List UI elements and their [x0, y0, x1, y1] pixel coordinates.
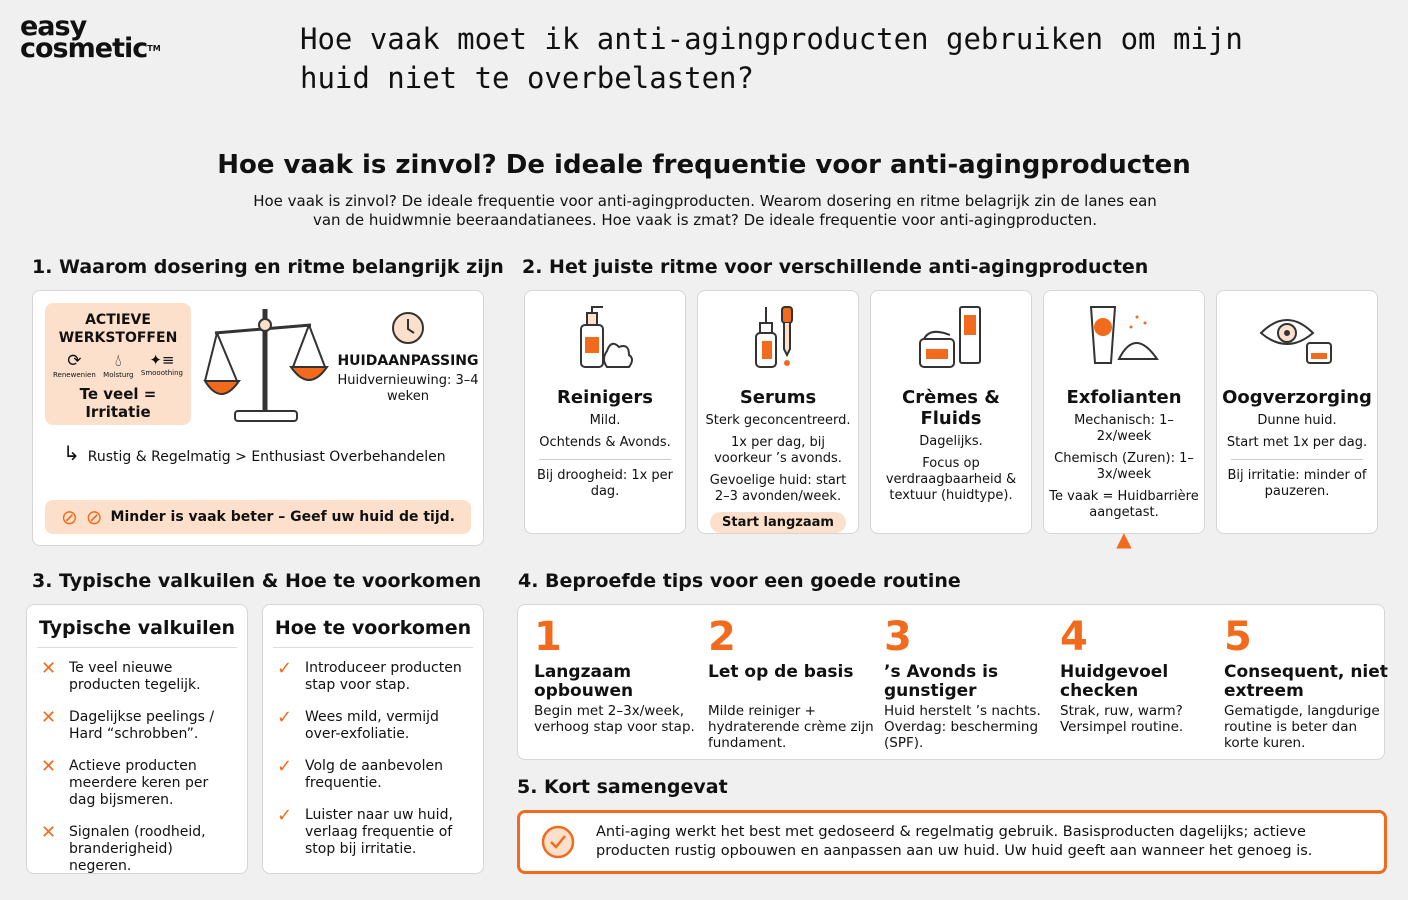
tip-item: 3’s Avonds is gunstiger Huid herstelt ’s … — [884, 614, 1041, 751]
list-item: ✓ Luister naar uw huid, verlaag frequenti… — [277, 805, 453, 858]
cleanser-bottle-icon — [580, 306, 633, 368]
cross-icon: ✕ — [41, 707, 57, 728]
tip-banner: ⊘ ⊘ Minder is vaak beter – Geef uw huid … — [45, 500, 471, 534]
product-text: Mechanisch: 1–2x/week — [1074, 413, 1174, 444]
product-card: Serums Sterk geconcentreerd. 1x per dag, b… — [697, 290, 859, 534]
product-name: Oogverzorging — [1222, 387, 1372, 408]
product-card: Oogverzorging Dunne huid. Start met 1x per… — [1216, 290, 1378, 534]
tip-item: 5 Consequent, niet extreem Gematigde, lang… — [1224, 614, 1388, 751]
arrow-icon: ↳ — [63, 441, 80, 465]
check-circle-icon — [541, 825, 575, 859]
product-text: Dunne huid. — [1257, 413, 1337, 428]
tip-item: 4 Huidgevoel checken Strak, ruw, warm? Ver… — [1060, 614, 1184, 735]
list-item: ✕ Signalen (roodheid, branderigheid) nege… — [41, 822, 206, 875]
list-item: ✓ Volg de aanbevolen frequentie. — [277, 756, 443, 792]
renew-icon: ⟳ Renewenien — [53, 351, 96, 379]
product-text: Gevoelige huid: start 2–3 avonden/week. — [709, 473, 847, 504]
eye-cream-icon — [1259, 319, 1332, 364]
list-item: ✕ Te veel nieuwe producten tegelijk. — [41, 658, 201, 694]
product-text: 1x per dag, bij voorkeur ’s avonds. — [714, 435, 842, 466]
page-title: Hoe vaak is zinvol? De ideale frequentie… — [217, 150, 1191, 180]
serum-dropper-icon — [755, 306, 793, 368]
check-icon: ✓ — [277, 658, 293, 679]
cream-jar-tube-icon — [919, 306, 981, 368]
check-icon: ✓ — [277, 707, 293, 728]
section-2-title: 2. Het juiste ritme voor verschillende a… — [522, 256, 1149, 278]
pitfalls-card: Typische valkuilen ✕ Te veel nieuwe produ… — [26, 604, 248, 874]
product-note: Bij droogheid: 1x per dag. — [536, 468, 674, 499]
product-card: Crèmes & Fluids Dagelijks. Focus op verdra… — [870, 290, 1032, 534]
tip-item: 2 Let op de basis Milde reiniger + hydrate… — [708, 614, 874, 751]
start-slow-badge: Start langzaam — [710, 512, 846, 533]
section-3-title: 3. Typische valkuilen & Hoe te voorkomen — [32, 570, 482, 592]
divider — [539, 459, 671, 460]
smoothing-icon: ✦≡ Smooothing — [140, 351, 183, 377]
list-item: ✕ Actieve producten meerdere keren per da… — [41, 756, 209, 809]
section-1-card: ACTIEVE WERKSTOFFEN ⟳ Renewenien 💧︎ Molstu… — [32, 290, 484, 546]
logo: easy cosmeticTM — [20, 11, 161, 64]
product-text: Mild. — [589, 413, 621, 428]
moisture-icon: 💧︎ Molsturg — [103, 351, 134, 379]
product-text: Sterk geconcentreerd. — [705, 413, 851, 428]
check-icon: ✓ — [277, 805, 293, 826]
product-text: Te vaak = Huidbarrière aangetast. — [1049, 489, 1199, 520]
product-text: Chemisch (Zuren): 1–3x/week — [1054, 451, 1194, 482]
product-name: Reinigers — [557, 387, 653, 408]
product-text: Start met 1x per dag. — [1226, 435, 1368, 450]
product-name: Crèmes & Fluids — [902, 387, 1000, 429]
active-ingredients-box: ACTIEVE WERKSTOFFEN ⟳ Renewenien 💧︎ Molstu… — [45, 303, 191, 425]
product-card: Reinigers Mild. Ochtends & Avonds. Bij droo… — [524, 290, 686, 534]
product-name: Exfolianten — [1066, 387, 1182, 408]
list-item: ✓ Introduceer producten stap voor stap. — [277, 658, 462, 694]
divider — [1231, 459, 1363, 460]
product-text: Ochtends & Avonds. — [539, 435, 671, 450]
check-icon: ✓ — [277, 756, 293, 777]
section-4-title: 4. Beproefde tips voor een goede routine — [518, 570, 961, 592]
prevent-card: Hoe te voorkomen ✓ Introduceer producten … — [262, 604, 484, 874]
product-note: Bij irritatie: minder of pauzeren. — [1227, 468, 1367, 499]
section-5-title: 5. Kort samengevat — [517, 776, 728, 798]
list-item: ✓ Wees mild, vermijd over-exfoliatie. — [277, 707, 439, 743]
page-question: Hoe vaak moet ik anti-agingproducten geb… — [300, 22, 1243, 95]
tip-item: 1 Langzaam opbouwen Begin met 2–3x/week, v… — [534, 614, 695, 735]
cross-icon: ✕ — [41, 756, 57, 777]
scale-icon — [203, 309, 329, 422]
warning-icon: ▲ — [1116, 527, 1132, 551]
cross-icon: ✕ — [41, 822, 57, 843]
cross-icon: ✕ — [41, 658, 57, 679]
product-card: Exfolianten Mechanisch: 1–2x/week Chemisch… — [1043, 290, 1205, 551]
product-name: Serums — [739, 387, 817, 408]
tips-card: 1 Langzaam opbouwen Begin met 2–3x/week, v… — [517, 604, 1388, 760]
product-text: Focus op verdraagbaarheid & textuur (hui… — [885, 456, 1017, 503]
list-item: ✕ Dagelijkse peelings / Hard “schrobben”. — [41, 707, 215, 743]
summary-box: Anti-aging werkt het best met gedoseerd … — [517, 810, 1387, 874]
intro-text: Hoe vaak is zinvol? De ideale frequentie… — [253, 192, 1157, 229]
exfoliant-tube-icon — [1089, 306, 1159, 364]
clock-icon — [392, 312, 424, 344]
check-circle-icon: ⊘ — [85, 505, 103, 529]
product-text: Dagelijks. — [919, 434, 983, 449]
section-1-title: 1. Waarom dosering en ritme belangrijk z… — [32, 256, 504, 278]
check-circle-icon: ⊘ — [61, 505, 78, 529]
